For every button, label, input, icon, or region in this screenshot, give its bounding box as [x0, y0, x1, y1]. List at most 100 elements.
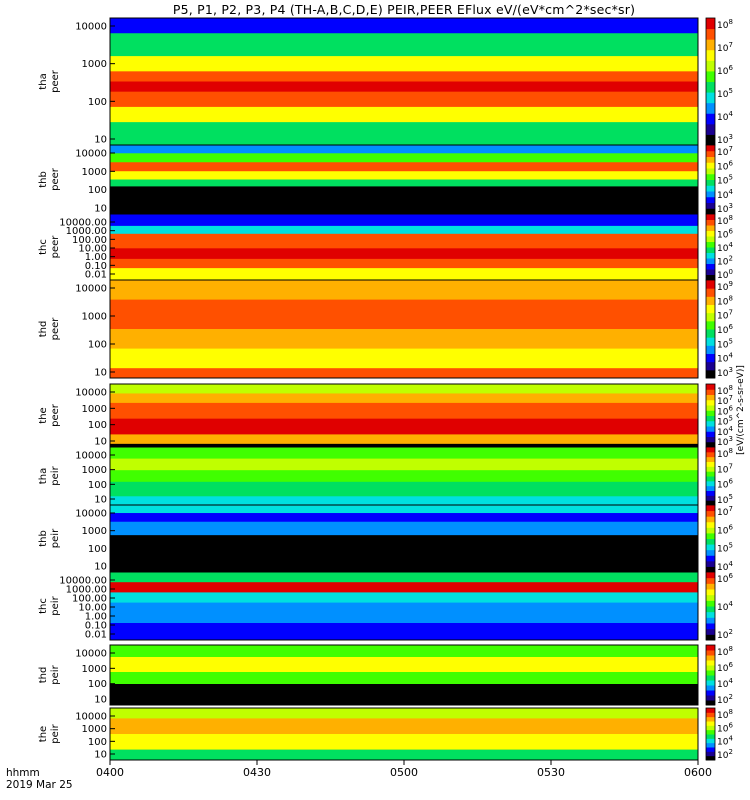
colorbar-label: [eV/(cm^2-s-sr-eV)]: [736, 365, 746, 455]
colorbar-step: [706, 725, 715, 731]
spectrogram-band: [110, 718, 698, 735]
colorbar-step: [706, 81, 715, 93]
colorbar-tick-label: 108: [717, 18, 733, 31]
y-tick-label: 10000: [75, 388, 107, 399]
spectrogram-bands: [110, 214, 698, 281]
colorbar-step: [706, 191, 715, 198]
spectrogram-bands: [110, 280, 698, 379]
y-tick-label: 100: [88, 97, 107, 108]
colorbar-frame: [705, 571, 716, 641]
y-tick-label: 1.00: [85, 612, 107, 623]
spectrogram-band: [110, 153, 698, 163]
y-tick-label: 10000: [75, 509, 107, 520]
y-tick-label: 100.00: [72, 594, 107, 605]
colorbar-step: [706, 617, 715, 624]
colorbar-step: [706, 655, 715, 661]
spectrogram-band: [110, 186, 698, 215]
colorbar-step: [706, 680, 715, 686]
x-axis: 0400 0430 0500 0530 0600: [96, 760, 712, 779]
y-tick-label: 10000: [75, 451, 107, 462]
spectrogram-bands: [110, 384, 698, 448]
colorbar-step: [706, 500, 715, 506]
spectrogram-band: [110, 535, 698, 573]
colorbar-step: [706, 456, 715, 462]
colorbar-tick-label: 102: [717, 628, 733, 641]
colorbar-step: [706, 708, 715, 713]
colorbar-tick-label: 106: [717, 721, 733, 734]
y-tick-label: 100: [88, 420, 107, 431]
colorbar-step: [706, 738, 715, 744]
colorbar-step: [706, 555, 715, 562]
colorbar-tick-label: 107: [717, 505, 733, 518]
colorbar-tick-label: 104: [717, 241, 733, 254]
chart-title: P5, P1, P2, P3, P4 (TH-A,B,C,D,E) PEIR,P…: [172, 2, 636, 17]
colorbar-step: [706, 394, 715, 401]
colorbar-step: [706, 39, 715, 51]
y-tick-label: 1000: [82, 312, 107, 323]
colorbar-step: [706, 49, 715, 61]
y-tick-label: 10: [94, 562, 107, 573]
spectrogram-band: [110, 33, 698, 57]
x-tick-label: 0530: [537, 766, 565, 779]
spectrogram-band: [110, 162, 698, 172]
colorbar-step: [706, 28, 715, 40]
y-axis-label: thepeir: [38, 723, 61, 743]
colorbar-tick-label: 106: [717, 323, 733, 336]
y-tick-label: 10: [94, 135, 107, 146]
colorbar-step: [706, 214, 715, 220]
colorbar-tick-label: 105: [717, 542, 733, 555]
colorbar-tick-label: 107: [717, 41, 733, 54]
y-tick-label: 100: [88, 737, 107, 748]
spectrogram-band: [110, 708, 698, 719]
colorbar-tick-label: 106: [717, 478, 733, 491]
y-tick-label: 1000: [82, 526, 107, 537]
spectrogram-band: [110, 268, 698, 281]
y-tick-label: 100: [88, 340, 107, 351]
colorbar-step: [706, 145, 715, 152]
y-tick-label: 100: [88, 185, 107, 196]
panel-frame: [109, 644, 699, 706]
colorbar-step: [706, 685, 715, 691]
spectrogram-band: [110, 122, 698, 146]
x-tick-label: 0400: [96, 766, 124, 779]
colorbar-step: [706, 441, 715, 448]
colorbar-step: [706, 288, 715, 297]
spectrogram-band: [110, 402, 698, 420]
y-axis-label: thdpeir: [38, 664, 61, 684]
x-tick-label: 0500: [390, 766, 418, 779]
panel-frame: [109, 571, 699, 641]
colorbar-step: [706, 560, 715, 567]
colorbar-step: [706, 296, 715, 305]
colorbar-step: [706, 480, 715, 487]
colorbar-tick-label: 107: [717, 145, 733, 158]
colorbar-step: [706, 134, 715, 146]
colorbar-tick-label: 105: [717, 87, 733, 100]
colorbar-step: [706, 436, 715, 443]
colorbar-step: [706, 521, 715, 528]
colorbar-step: [706, 258, 715, 264]
colorbar-step: [706, 544, 715, 551]
spectrogram-band: [110, 657, 698, 673]
colorbar-step: [706, 208, 715, 215]
spectrogram-band: [110, 458, 698, 471]
colorbar-tick-label: 109: [717, 280, 733, 293]
colorbar-step: [706, 369, 715, 379]
colorbar-step: [706, 755, 715, 761]
spectrogram-band: [110, 18, 698, 34]
y-tick-label: 100.00: [72, 235, 107, 246]
colorbar-frame: [705, 279, 716, 379]
spectrogram-band: [110, 470, 698, 483]
spectrogram-band: [110, 56, 698, 72]
colorbar-tick-label: 105: [717, 337, 733, 350]
colorbar-step: [706, 150, 715, 157]
colorbar-step: [706, 476, 715, 482]
spectrogram-bands: [110, 708, 698, 761]
spectrogram-band: [110, 384, 698, 394]
